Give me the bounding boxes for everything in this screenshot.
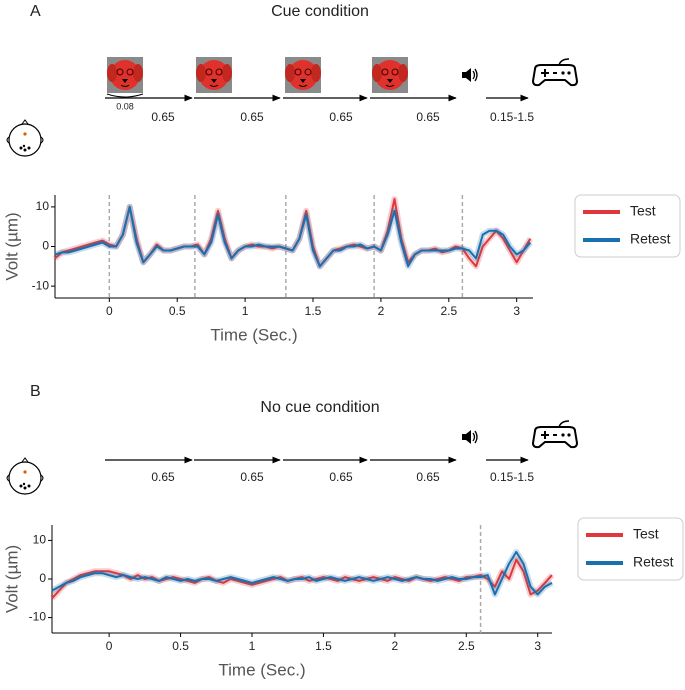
x-tick-label: 1.5 (315, 639, 332, 653)
x-tick-label: 3 (513, 304, 520, 318)
x-tick-label: 3 (534, 639, 541, 653)
duration-label: 0.65 (416, 110, 440, 124)
legend-label: Retest (633, 554, 674, 570)
x-tick-label: 2.5 (440, 304, 457, 318)
cue-face (284, 56, 322, 94)
x-tick-label: 0.5 (169, 304, 186, 318)
cue-face (371, 56, 409, 94)
cue-face (106, 56, 144, 94)
duration-label: 0.65 (240, 110, 264, 124)
response-window: 0.15-1.5 (490, 470, 534, 484)
series-band (54, 203, 533, 270)
y-tick-label: 0 (42, 239, 49, 253)
x-tick-label: 1.5 (305, 304, 322, 318)
duration-label: 0.65 (329, 110, 353, 124)
panel-label: B (30, 383, 41, 400)
x-tick-label: 0 (106, 304, 113, 318)
x-tick-label: 1 (249, 639, 256, 653)
y-tick-label: -10 (29, 610, 47, 624)
x-axis-label: Time (Sec.) (218, 660, 305, 679)
x-tick-label: 2 (378, 304, 385, 318)
series-line (54, 205, 532, 268)
legend-label: Test (633, 526, 659, 542)
legend-box (577, 517, 684, 581)
legend-label: Retest (630, 231, 671, 247)
panel-title: Cue condition (271, 3, 369, 20)
panel-label: A (30, 3, 41, 20)
duration-label: 0.65 (416, 470, 440, 484)
series-line (51, 551, 553, 596)
sound-icon (461, 67, 478, 83)
x-tick-label: 2 (392, 639, 399, 653)
gamepad-icon (532, 420, 578, 449)
legend-label: Test (630, 203, 656, 219)
y-tick-label: 10 (33, 533, 47, 547)
duration-label: 0.65 (329, 470, 353, 484)
panel-title: No cue condition (260, 399, 379, 416)
legend-box (574, 194, 681, 258)
duration-label: 0.65 (151, 110, 175, 124)
x-axis-label: Time (Sec.) (210, 325, 297, 344)
gap-label: 0.08 (116, 101, 134, 111)
cue-face (195, 56, 233, 94)
gamepad-icon (532, 58, 578, 87)
duration-label: 0.65 (240, 470, 264, 484)
x-tick-label: 2.5 (458, 639, 475, 653)
x-tick-label: 0 (106, 639, 113, 653)
y-axis-label: Volt (µm) (2, 545, 21, 613)
head-icon (6, 119, 44, 157)
response-window: 0.15-1.5 (490, 110, 534, 124)
y-axis-label: Volt (µm) (2, 212, 21, 280)
y-tick-label: 10 (36, 199, 50, 213)
sound-icon (461, 429, 478, 445)
duration-label: 0.65 (151, 470, 175, 484)
head-icon (6, 457, 44, 495)
series-line (51, 558, 553, 599)
gap-brace (106, 93, 144, 98)
y-tick-label: -10 (32, 278, 50, 292)
x-tick-label: 0.5 (172, 639, 189, 653)
x-tick-label: 1 (242, 304, 249, 318)
y-tick-label: 0 (39, 571, 46, 585)
